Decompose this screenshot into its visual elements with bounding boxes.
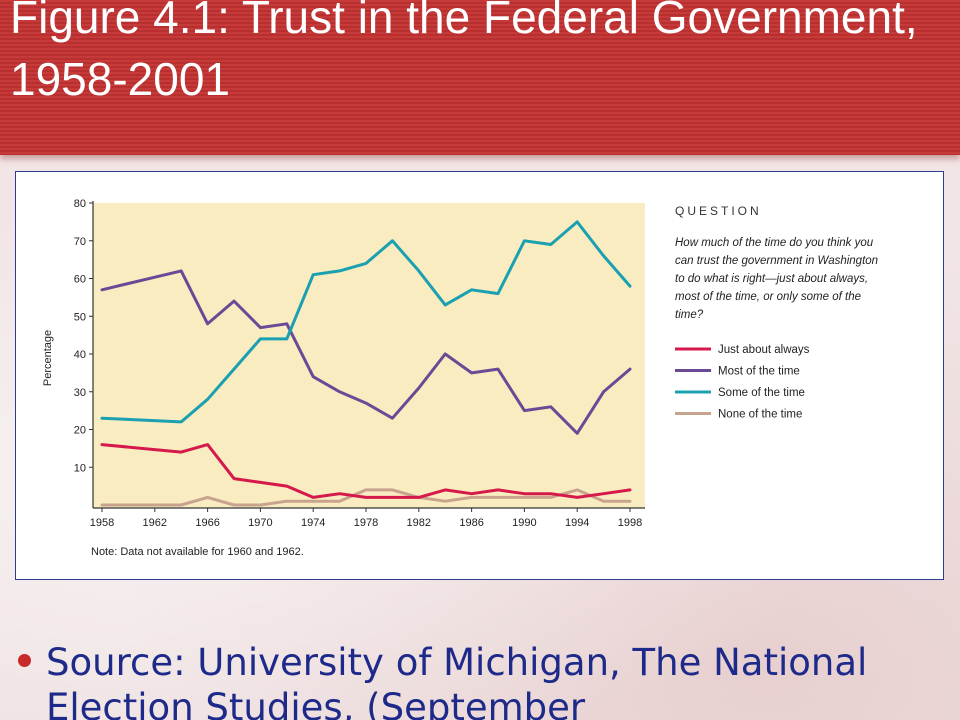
x-tick-label: 1990 <box>512 517 536 529</box>
plot-area <box>93 203 645 508</box>
chart-note: Note: Data not available for 1960 and 19… <box>91 546 304 558</box>
trust-line-chart: 10 20 30 40 50 60 70 80 1958 1962 1966 1970 1974 1978… <box>42 198 878 558</box>
y-tick-label: 60 <box>74 274 86 286</box>
y-axis-label: Percentage <box>42 330 54 386</box>
source-bullet: Source: University of Michigan, The Nati… <box>18 640 948 720</box>
series-line-most-of-the-time <box>100 269 632 435</box>
question-text-line: can trust the government in Washington <box>675 255 878 267</box>
title-banner: Figure 4.1: Trust in the Federal Governm… <box>0 0 960 155</box>
question-text-line: time? <box>675 309 704 321</box>
question-heading: QUESTION <box>675 204 762 218</box>
slide-title: Figure 4.1: Trust in the Federal Governm… <box>10 0 918 105</box>
x-tick-label: 1986 <box>459 517 483 529</box>
x-tick-label: 1962 <box>143 517 167 529</box>
y-tick-label: 70 <box>74 236 86 248</box>
source-citation: Source: University of Michigan, The Nati… <box>46 641 868 720</box>
axes: 10 20 30 40 50 60 70 80 1958 1962 1966 1970 1974 1978… <box>74 198 645 529</box>
series-line-just-about-always <box>100 443 632 499</box>
x-tick-label: 1982 <box>407 517 431 529</box>
y-tick-label: 30 <box>74 387 86 399</box>
x-tick-label: 1966 <box>195 517 219 529</box>
x-tick-label: 1970 <box>248 517 272 529</box>
question-text-line: to do what is right—just about always, <box>675 273 868 285</box>
series-lines <box>100 220 632 507</box>
legend-label: Some of the time <box>718 387 805 399</box>
y-tick-label: 20 <box>74 425 86 437</box>
legend: Just about always Most of the time Some of… <box>675 344 810 421</box>
legend-label: None of the time <box>718 409 802 421</box>
question-text-line: most of the time, or only some of the <box>675 291 861 303</box>
x-tick-label: 1958 <box>90 517 114 529</box>
x-tick-label: 1974 <box>301 517 325 529</box>
y-tick-label: 50 <box>74 311 86 323</box>
figure-panel: 10 20 30 40 50 60 70 80 1958 1962 1966 1970 1974 1978… <box>15 171 944 580</box>
question-text: How much of the time do you think you can… <box>675 237 878 321</box>
y-tick-label: 40 <box>74 349 86 361</box>
legend-label: Just about always <box>718 344 810 356</box>
series-line-some-of-the-time <box>100 220 632 424</box>
question-text-line: How much of the time do you think you <box>675 237 874 249</box>
y-tick-label: 10 <box>74 462 86 474</box>
series-line-none-of-the-time <box>100 488 632 507</box>
bullet-icon <box>18 654 31 667</box>
x-tick-label: 1998 <box>618 517 642 529</box>
x-tick-label: 1978 <box>354 517 378 529</box>
x-tick-label: 1994 <box>565 517 589 529</box>
legend-label: Most of the time <box>718 366 800 378</box>
y-tick-label: 80 <box>74 198 86 210</box>
